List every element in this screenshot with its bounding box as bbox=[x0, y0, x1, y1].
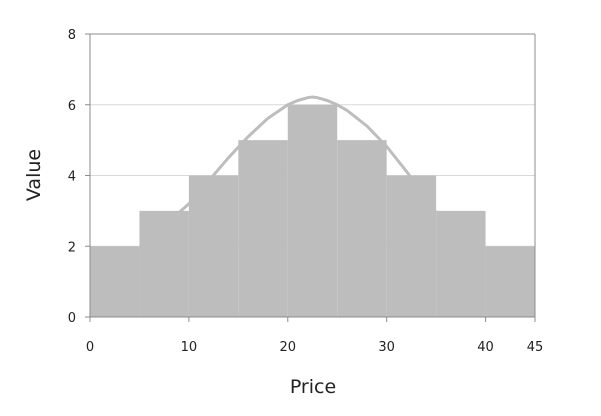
bar-6 bbox=[386, 175, 437, 317]
bar-3 bbox=[238, 140, 288, 317]
x-tick-labels: 0 10 20 30 40 45 bbox=[86, 317, 543, 355]
x-axis-title: Price bbox=[290, 376, 336, 398]
y-tick-label-4: 4 bbox=[68, 170, 76, 185]
x-tick-label-20: 20 bbox=[280, 340, 297, 355]
bar-4 bbox=[287, 104, 338, 317]
x-tick-label-30: 30 bbox=[378, 340, 395, 355]
bar-8 bbox=[485, 246, 535, 317]
bar-7 bbox=[436, 210, 486, 317]
distribution-curve bbox=[178, 95, 438, 214]
x-tick-label-10: 10 bbox=[181, 340, 198, 355]
y-tick-labels: 0 2 4 6 8 bbox=[68, 28, 90, 326]
x-tick-label-45: 45 bbox=[527, 340, 544, 355]
y-tick-label-8: 8 bbox=[68, 28, 76, 43]
y-tick-label-0: 0 bbox=[68, 311, 76, 326]
bar-1 bbox=[139, 210, 189, 317]
x-tick-label-0: 0 bbox=[86, 340, 94, 355]
y-tick-label-2: 2 bbox=[68, 240, 76, 255]
bar-5 bbox=[337, 140, 387, 317]
x-tick-label-40: 40 bbox=[477, 340, 494, 355]
bar-0 bbox=[90, 246, 140, 317]
y-axis-title: Value bbox=[23, 149, 45, 201]
y-tick-label-6: 6 bbox=[68, 99, 76, 114]
histogram-bars bbox=[90, 104, 535, 317]
bar-2 bbox=[188, 175, 239, 317]
